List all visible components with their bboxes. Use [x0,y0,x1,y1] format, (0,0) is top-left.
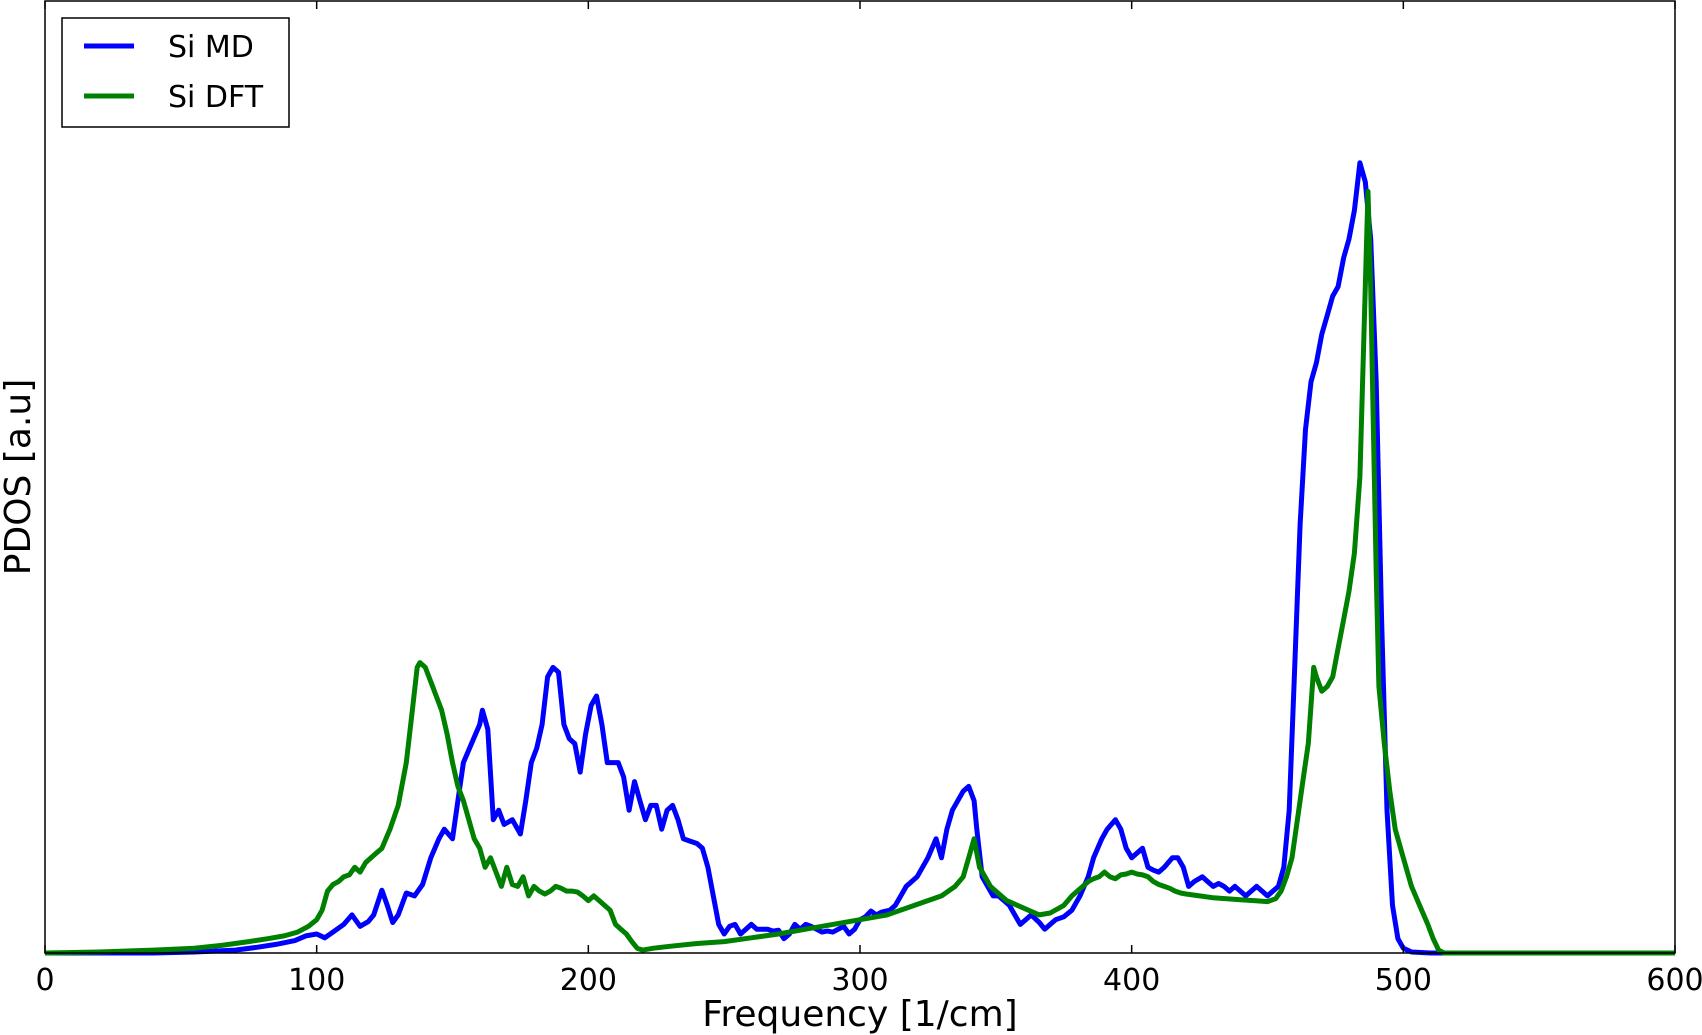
y-axis-label: PDOS [a.u] [0,379,39,575]
legend-label-si-md: Si MD [168,30,254,65]
series-line-si-dft [44,188,1675,956]
series-layer [44,160,1675,956]
x-tick-label: 300 [831,963,888,998]
x-axis-label: Frequency [1/cm] [702,994,1017,1035]
legend-box [61,17,290,128]
legend-label-si-dft: Si DFT [168,80,264,115]
x-tick-label: 200 [560,963,617,998]
x-axis-ticks: 0 100 200 300 400 500 600 [35,1,1702,998]
x-tick-label: 400 [1103,963,1160,998]
x-tick-label: 600 [1646,963,1702,998]
series-line-si-md [45,160,1675,956]
legend: Si MD Si DFT [61,17,290,128]
x-tick-label: 500 [1375,963,1432,998]
x-tick-label: 100 [288,963,345,998]
x-tick-label: 0 [35,963,54,998]
